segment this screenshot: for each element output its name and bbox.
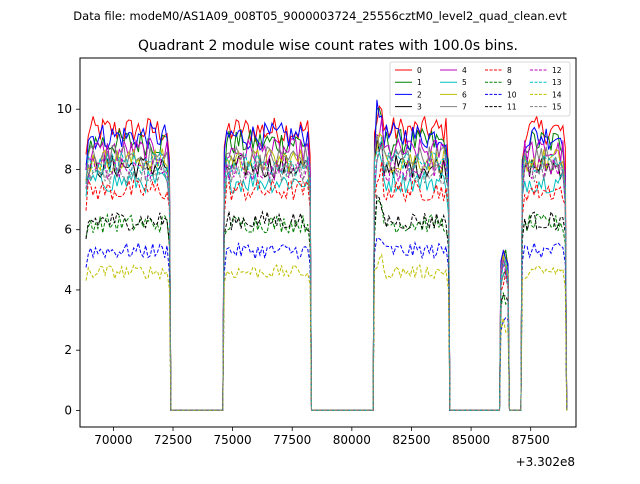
legend-label-11: 11 bbox=[507, 103, 517, 112]
legend-label-10: 10 bbox=[507, 90, 517, 99]
x-offset-label: +3.302e8 bbox=[516, 455, 575, 469]
series-line-11 bbox=[85, 194, 568, 411]
series-line-7 bbox=[85, 135, 568, 411]
legend-label-12: 12 bbox=[552, 66, 562, 75]
y-tick-label: 2 bbox=[64, 343, 72, 357]
legend-label-7: 7 bbox=[462, 103, 467, 112]
x-axis: 70000 72500 75000 77500 80000 82500 85000 87500 bbox=[94, 427, 550, 447]
legend-label-4: 4 bbox=[462, 66, 467, 75]
series-line-10 bbox=[85, 237, 568, 411]
legend-label-2: 2 bbox=[417, 90, 422, 99]
series-line-3 bbox=[85, 139, 568, 411]
x-tick-label: 77500 bbox=[273, 433, 311, 447]
series-line-5 bbox=[85, 150, 568, 411]
x-tick-label: 75000 bbox=[214, 433, 252, 447]
legend-label-14: 14 bbox=[552, 90, 562, 99]
x-tick-label: 70000 bbox=[94, 433, 132, 447]
x-tick-label: 85000 bbox=[452, 433, 490, 447]
x-tick-label: 87500 bbox=[512, 433, 550, 447]
legend-label-8: 8 bbox=[507, 66, 512, 75]
y-axis: 0 2 4 6 8 10 bbox=[57, 102, 80, 417]
series-line-14 bbox=[85, 253, 568, 411]
y-tick-label: 10 bbox=[57, 102, 72, 116]
series-line-9 bbox=[85, 199, 568, 411]
y-tick-label: 8 bbox=[64, 162, 72, 176]
legend-box bbox=[389, 61, 571, 117]
legend-label-9: 9 bbox=[507, 78, 512, 87]
legend-label-1: 1 bbox=[417, 78, 422, 87]
x-tick-label: 82500 bbox=[392, 433, 430, 447]
legend-label-0: 0 bbox=[417, 66, 422, 75]
x-tick-label: 80000 bbox=[333, 433, 371, 447]
legend-label-5: 5 bbox=[462, 78, 467, 87]
chart-title: Quadrant 2 module wise count rates with … bbox=[138, 38, 518, 54]
legend-label-3: 3 bbox=[417, 103, 422, 112]
legend-label-6: 6 bbox=[462, 90, 467, 99]
series-line-0 bbox=[85, 104, 568, 411]
x-tick-label: 72500 bbox=[154, 433, 192, 447]
series-line-4 bbox=[85, 117, 568, 411]
series-line-1 bbox=[85, 107, 568, 411]
legend-label-13: 13 bbox=[552, 78, 562, 87]
y-tick-label: 4 bbox=[64, 283, 72, 297]
series-line-15 bbox=[85, 146, 568, 411]
series-line-6 bbox=[85, 132, 568, 411]
y-tick-label: 6 bbox=[64, 223, 72, 237]
suptitle: Data file: modeM0/AS1A09_008T05_90000037… bbox=[73, 9, 567, 23]
series-lines bbox=[85, 99, 568, 411]
series-line-12 bbox=[85, 143, 568, 411]
series-line-2 bbox=[85, 99, 568, 411]
legend-label-15: 15 bbox=[552, 103, 562, 112]
plot-frame bbox=[79, 57, 577, 428]
series-line-8 bbox=[85, 161, 568, 411]
y-tick-label: 0 bbox=[64, 403, 72, 417]
series-line-13 bbox=[85, 137, 568, 411]
